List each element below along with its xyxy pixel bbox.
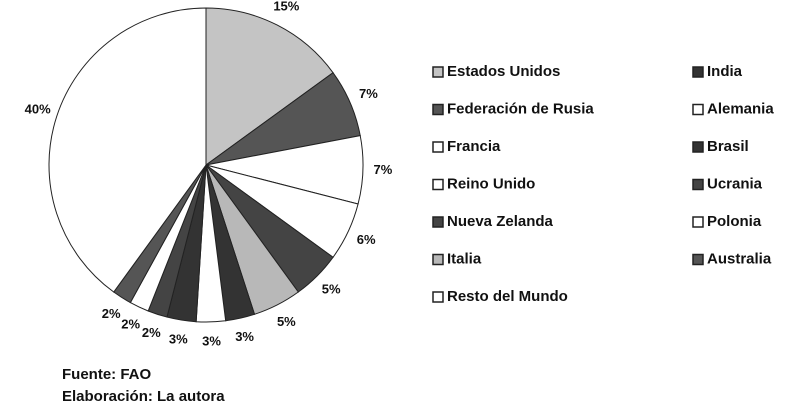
pie-slice [48,7,207,293]
value-label: 6% [357,232,376,247]
value-label: 15% [273,0,299,14]
legend-label: India [707,63,743,80]
credit-note: Elaboración: La autora [62,388,225,405]
legend-label: Australia [707,250,772,267]
legend-swatch [432,291,444,303]
legend-label: Ucrania [707,175,763,192]
legend-swatch [692,141,704,153]
legend-swatch [432,178,444,191]
value-label: 3% [235,329,254,344]
legend-label: Resto del Mundo [447,288,568,305]
legend-swatch [432,216,444,228]
value-label: 7% [359,86,378,101]
value-label: 7% [374,162,393,177]
legend-swatch [692,178,704,191]
pie-slice [205,7,334,166]
value-label: 5% [277,314,296,329]
value-label: 3% [202,333,221,348]
legend-label: Estados Unidos [447,63,560,80]
value-label: 3% [169,331,188,346]
legend-label: Polonia [707,213,762,230]
legend-label: Reino Unido [447,175,535,192]
legend-label: Francia [447,138,501,155]
legend-label: Brasil [707,138,749,155]
value-label: 5% [322,282,341,297]
source-note: Fuente: FAO [62,366,151,383]
legend-label: Nueva Zelanda [447,213,554,230]
value-label: 2% [102,306,121,321]
legend-label: Italia [447,250,482,267]
value-label: 2% [142,325,161,340]
legend-label: Federación de Rusia [447,100,594,117]
legend-swatch [432,103,444,116]
legend-swatch [692,103,704,116]
value-label: 2% [121,317,140,332]
legend-label: Alemania [707,100,774,117]
legend-swatch [432,66,444,78]
legend-swatch [692,216,704,228]
legend-swatch [692,253,704,266]
legend-swatch [692,66,704,78]
legend-swatch [432,253,444,266]
legend-swatch [432,141,444,153]
value-label: 40% [25,102,51,117]
